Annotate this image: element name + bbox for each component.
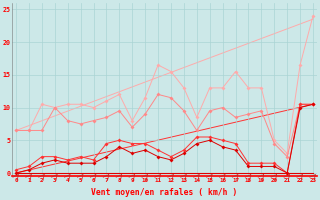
X-axis label: Vent moyen/en rafales ( km/h ): Vent moyen/en rafales ( km/h ) [92, 188, 238, 197]
